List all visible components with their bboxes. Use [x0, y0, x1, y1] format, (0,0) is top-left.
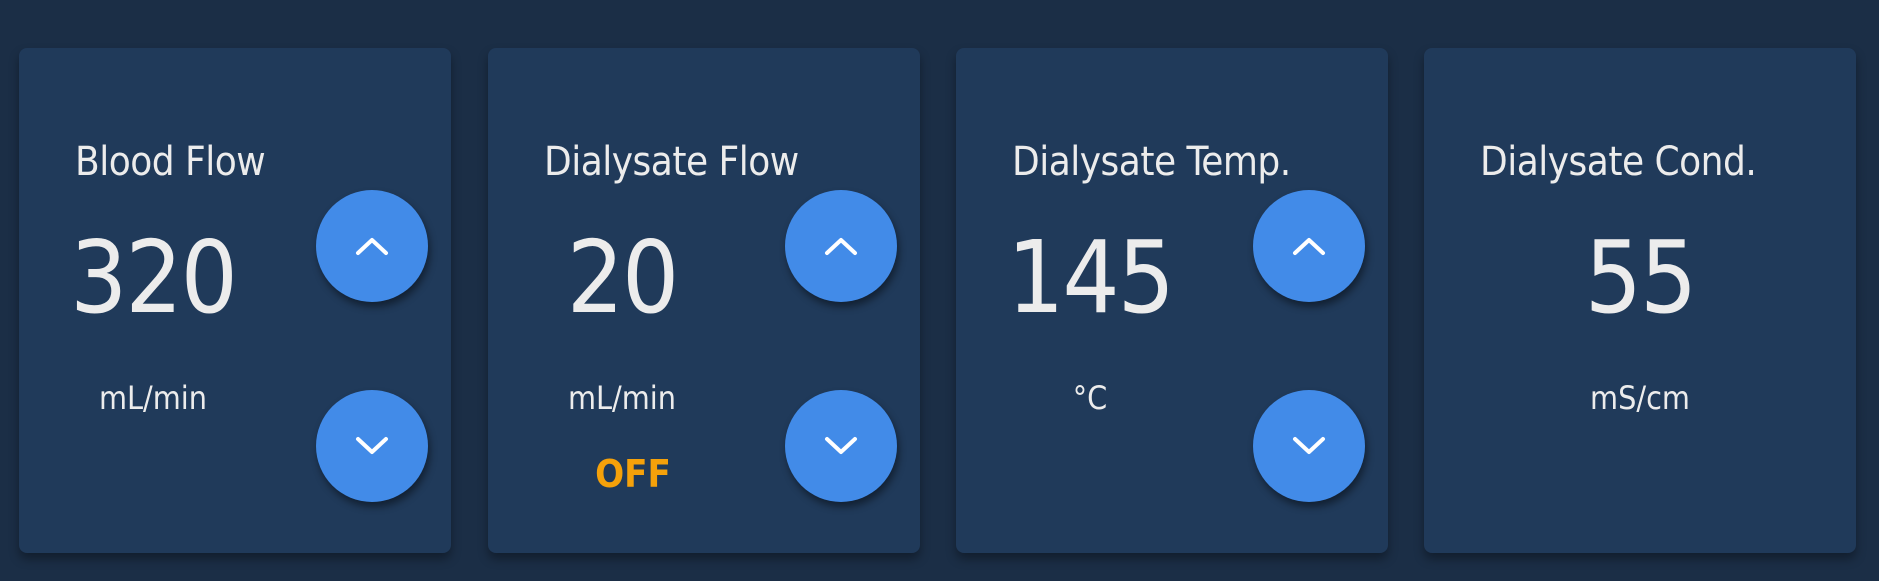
card-blood-flow: Blood Flow 320 mL/min [19, 48, 451, 553]
decrease-blood-flow-button[interactable] [316, 390, 428, 502]
card-dialysate-flow: Dialysate Flow 20 mL/min OFF [488, 48, 920, 553]
card-unit: mL/min [98, 379, 208, 417]
card-title: Dialysate Cond. [1480, 139, 1757, 185]
chevron-down-icon [1293, 437, 1325, 454]
card-title: Blood Flow [75, 139, 266, 185]
chevron-up-icon [825, 238, 857, 255]
card-value: 55 [1584, 219, 1697, 336]
increase-blood-flow-button[interactable] [316, 190, 428, 302]
card-unit: mL/min [567, 379, 677, 417]
card-value: 145 [1007, 219, 1175, 336]
card-dialysate-cond: Dialysate Cond. 55 mS/cm [1424, 48, 1856, 553]
card-dialysate-temp: Dialysate Temp. 145 °C [956, 48, 1388, 553]
status-badge: OFF [595, 452, 671, 496]
increase-dialysate-flow-button[interactable] [785, 190, 897, 302]
increase-dialysate-temp-button[interactable] [1253, 190, 1365, 302]
chevron-down-icon [356, 437, 388, 454]
chevron-down-icon [825, 437, 857, 454]
card-unit: °C [1072, 379, 1108, 417]
decrease-dialysate-temp-button[interactable] [1253, 390, 1365, 502]
card-title: Dialysate Temp. [1012, 139, 1291, 185]
decrease-dialysate-flow-button[interactable] [785, 390, 897, 502]
card-unit: mS/cm [1590, 379, 1690, 417]
chevron-up-icon [356, 238, 388, 255]
card-title: Dialysate Flow [544, 139, 799, 185]
card-value: 20 [566, 219, 679, 336]
card-value: 320 [70, 219, 238, 336]
chevron-up-icon [1293, 238, 1325, 255]
